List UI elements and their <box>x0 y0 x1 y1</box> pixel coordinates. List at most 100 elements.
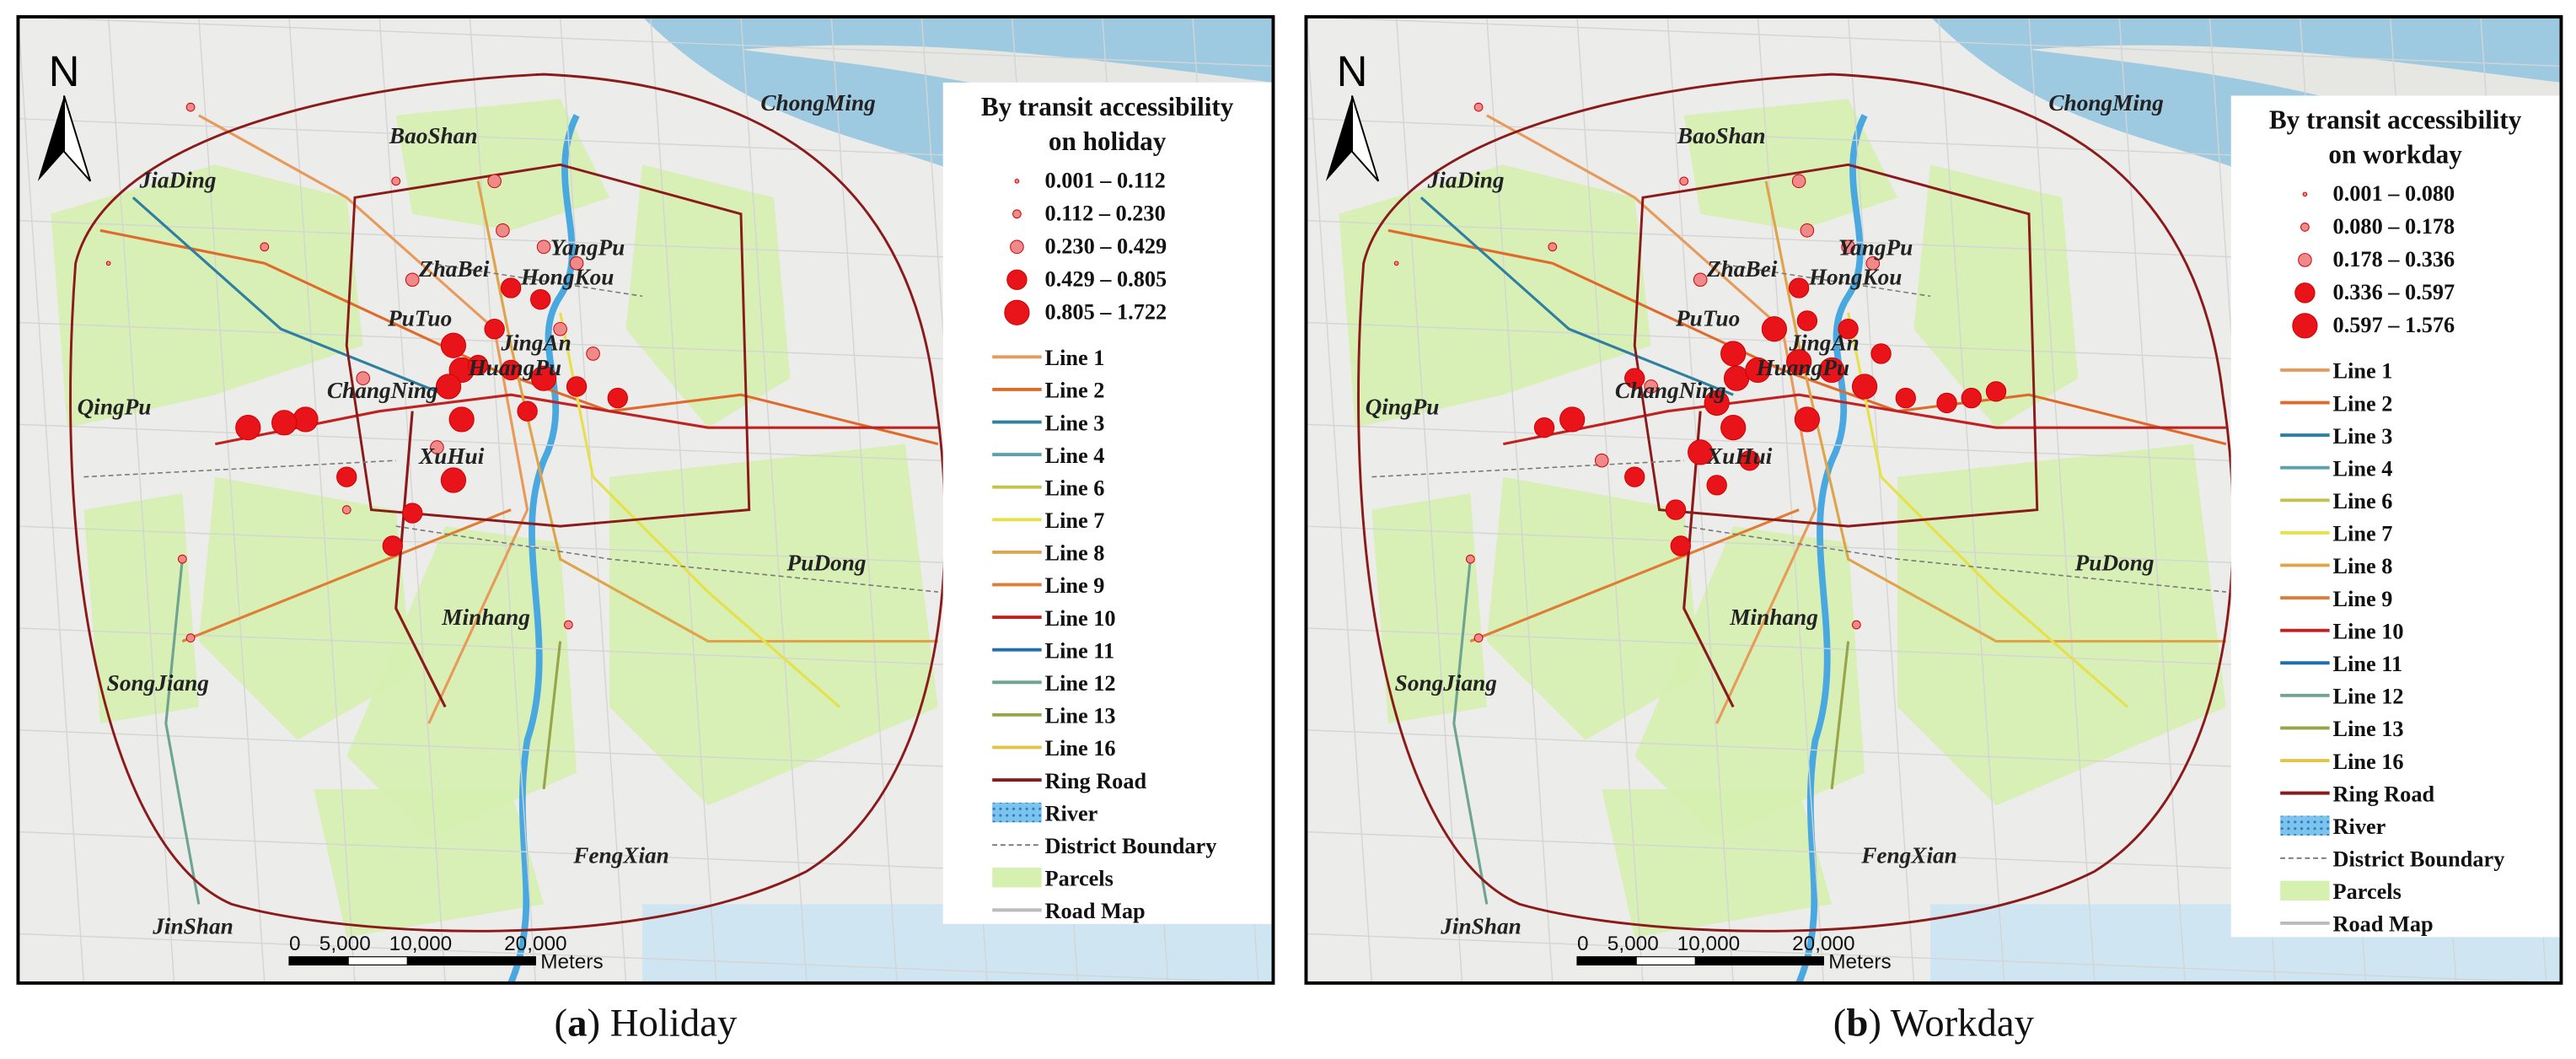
metro-line <box>542 641 562 790</box>
legend-title: on workday <box>2328 139 2462 169</box>
map-frame <box>1304 14 2563 985</box>
station-point <box>1665 499 1687 520</box>
scale-tick: 5,000 <box>1607 933 1659 955</box>
district-label: PuDong <box>786 551 867 576</box>
station-point <box>341 505 352 514</box>
legend-class: 0.080 – 0.178 <box>2333 214 2455 239</box>
legend-point <box>1004 299 1030 325</box>
legend-point <box>1014 178 1020 184</box>
legend-item: Line 13 <box>1045 704 1116 728</box>
legend-item: Road Map <box>1045 899 1146 923</box>
district-label: JingAn <box>500 331 571 356</box>
district-label: SongJiang <box>107 670 209 696</box>
caption-letter: b <box>1846 1001 1868 1045</box>
legend-item: Line 9 <box>2333 587 2393 611</box>
station-point <box>1936 392 1957 414</box>
road <box>1938 16 2005 983</box>
district-label: YangPu <box>550 235 625 261</box>
district-label: BaoShan <box>389 123 478 148</box>
road <box>559 16 627 983</box>
station-point <box>382 535 403 556</box>
road <box>18 16 85 983</box>
legend-swatch <box>992 868 1042 888</box>
legend-point <box>2292 313 2318 339</box>
metro-line <box>164 558 201 905</box>
legend-class: 0.597 – 1.576 <box>2333 313 2455 337</box>
district-label: FengXian <box>572 843 669 868</box>
station-point <box>1841 239 1855 255</box>
road <box>740 16 808 983</box>
station-point <box>467 354 489 376</box>
road <box>18 16 1274 67</box>
legend-item: Line 3 <box>2333 424 2393 449</box>
scale-tick: 5,000 <box>319 933 371 955</box>
scale-tick: 20,000 <box>504 933 567 955</box>
station-point <box>177 554 187 564</box>
parcel-area <box>346 526 577 839</box>
road <box>650 16 717 983</box>
station-point <box>440 332 467 358</box>
scale-bar <box>406 956 536 966</box>
station-point <box>553 321 567 336</box>
station-point <box>1670 535 1691 556</box>
metro-line <box>1387 228 2227 446</box>
parcel-area <box>1602 788 1833 938</box>
metro-line <box>181 508 512 642</box>
metro-line <box>1419 196 1734 396</box>
north-label: N <box>49 47 80 95</box>
station-point <box>1895 387 1916 409</box>
station-point <box>1739 449 1760 471</box>
station-point <box>1851 620 1861 630</box>
station-point <box>1559 406 1586 433</box>
legend-item: Line 9 <box>1045 573 1105 598</box>
station-point <box>500 277 522 298</box>
legend-item: Line 16 <box>1045 736 1116 761</box>
legend-item: Line 2 <box>1045 379 1105 403</box>
station-point <box>185 102 196 112</box>
north-arrow <box>1351 95 1380 182</box>
station-point <box>1838 319 1859 340</box>
station-point <box>569 255 584 271</box>
station-point <box>1679 176 1689 186</box>
district-label: JiaDing <box>1427 168 1505 193</box>
district-boundary <box>1371 262 2226 593</box>
station-point <box>448 406 475 433</box>
legend-class: 0.336 – 0.597 <box>2333 280 2455 304</box>
legend-point <box>1006 269 1028 290</box>
map-frame <box>16 14 1275 985</box>
parcel-area <box>1897 443 2226 806</box>
parcel-area <box>609 443 938 806</box>
road <box>1306 933 2562 983</box>
road <box>288 16 356 983</box>
road <box>2028 16 2096 983</box>
legend-title: By transit accessibility <box>981 92 1234 121</box>
legend-item: Line 12 <box>2333 685 2404 709</box>
district-label: ChangNing <box>327 378 438 403</box>
station-point <box>1644 379 1659 394</box>
road <box>1847 16 1915 983</box>
parcel-area <box>1339 164 1651 428</box>
scale-tick: 10,000 <box>1677 933 1741 955</box>
legend-item: Line 4 <box>1045 443 1105 468</box>
legend-point <box>2302 191 2308 197</box>
station-point <box>435 374 462 400</box>
legend-item: Line 7 <box>2333 522 2393 546</box>
legend-item: Parcels <box>2333 879 2402 904</box>
scale-bar <box>1694 956 1824 966</box>
district-label: HongKou <box>520 265 614 290</box>
district-label: XuHui <box>1706 443 1773 469</box>
station-point <box>1688 439 1714 465</box>
road <box>1306 16 1373 983</box>
scale-tick: 0 <box>1577 933 1589 955</box>
road <box>18 933 1274 983</box>
legend-item: Ring Road <box>1045 769 1147 793</box>
station-point <box>105 261 111 266</box>
caption: (b) Workday <box>1833 1001 2035 1045</box>
station-point <box>440 467 467 493</box>
caption-suffix: ) Holiday <box>587 1001 738 1045</box>
district-label: YangPu <box>1838 235 1913 261</box>
legend-item: River <box>1045 801 1098 825</box>
map-panel: JiaDing BaoShan ChongMing YangPu ZhaBei HongK… <box>16 14 1275 985</box>
station-point <box>531 365 557 391</box>
station-point <box>235 415 261 441</box>
